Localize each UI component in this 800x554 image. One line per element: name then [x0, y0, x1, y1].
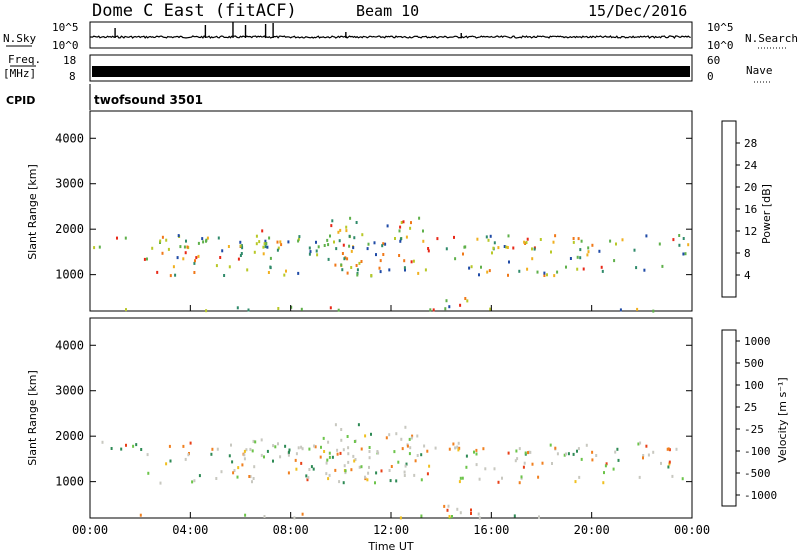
colorbar-tick-label: 4 [744, 269, 751, 282]
colorbar-tick-label: -1000 [744, 489, 777, 502]
freq-tick-top: 18 [63, 54, 76, 67]
colorbar-tick-label: 1000 [744, 335, 771, 348]
nsky-label: N.Sky [3, 32, 36, 45]
colorbar-tick-label: 12 [744, 225, 757, 238]
velocity-ylabel: Slant Range [km] [26, 370, 39, 466]
colorbar-tick-label: 16 [744, 203, 757, 216]
velocity-data-cells [101, 423, 684, 520]
xaxis-label: Time UT [367, 540, 413, 553]
radar-title: Dome C East (fitACF) [92, 1, 297, 21]
colorbar-tick-label: 100 [744, 379, 764, 392]
y-tick-label: 4000 [55, 338, 84, 352]
nave-tick-bottom: 0 [707, 70, 714, 83]
power-panel: 1000 2000 3000 4000 Slant Range [km] 4 8 12 16… [26, 110, 773, 313]
power-colorbar-label: Power [dB] [760, 184, 773, 244]
y-tick-label: 3000 [55, 384, 84, 398]
y-tick-label: 4000 [55, 131, 84, 145]
x-tick-label: 04:00 [172, 523, 208, 537]
y-tick-label: 1000 [55, 268, 84, 282]
time-axis: 00:00 04:00 08:00 12:00 16:00 20:00 00:00 [72, 305, 710, 537]
x-tick-label: 20:00 [574, 523, 610, 537]
nave-label: Nave [746, 64, 773, 77]
freq-band [92, 66, 690, 77]
y-tick-label: 1000 [55, 475, 84, 489]
colorbar-tick-label: 25 [744, 401, 757, 414]
freq-unit: [MHz] [3, 67, 36, 80]
power-colorbar: 4 8 12 16 20 24 28 [721, 120, 758, 298]
velocity-colorbar: 1000 500 100 25 -25 -100 -500 -1000 [721, 329, 777, 507]
colorbar-tick-label: 500 [744, 357, 764, 370]
x-tick-label: 08:00 [273, 523, 309, 537]
colorbar-tick-label: -25 [744, 423, 764, 436]
freq-panel: Freq. [MHz] 18 8 60 0 Nave [3, 53, 773, 83]
x-tick-label: 00:00 [72, 523, 108, 537]
colorbar-tick-label: 24 [744, 159, 758, 172]
nsearch-label: N.Search [745, 32, 798, 45]
nsky-panel: N.Sky 10^5 10^0 10^5 10^0 N.Search [3, 21, 798, 52]
freq-label: Freq. [8, 53, 41, 66]
colorbar-tick-label: -100 [744, 445, 771, 458]
y-tick-label: 2000 [55, 222, 84, 236]
x-tick-label: 00:00 [674, 523, 710, 537]
beam-label: Beam 10 [356, 2, 419, 20]
velocity-colorbar-label: Velocity [m s⁻¹] [776, 377, 789, 462]
power-data-cells [93, 216, 690, 313]
colorbar-tick-label: -500 [744, 467, 771, 480]
velocity-panel: 1000 2000 3000 4000 Slant Range [km] 1000 50… [26, 317, 789, 520]
nsearch-tick-top: 10^5 [707, 21, 734, 34]
colorbar-tick-label: 20 [744, 181, 757, 194]
colorbar-tick-label: 8 [744, 247, 751, 260]
nsearch-tick-bottom: 10^0 [707, 39, 734, 52]
nsky-tick-bottom: 10^0 [52, 39, 79, 52]
date-label: 15/Dec/2016 [588, 2, 687, 20]
power-ylabel: Slant Range [km] [26, 164, 39, 260]
cpid-value: twofsound 3501 [94, 93, 203, 107]
colorbar-tick-label: 28 [744, 137, 757, 150]
nsky-tick-top: 10^5 [52, 21, 79, 34]
x-tick-label: 12:00 [373, 523, 409, 537]
nave-tick-top: 60 [707, 54, 720, 67]
freq-tick-bottom: 8 [69, 70, 76, 83]
x-tick-label: 16:00 [473, 523, 509, 537]
cpid-label: CPID [6, 94, 35, 107]
y-tick-label: 3000 [55, 177, 84, 191]
y-tick-label: 2000 [55, 429, 84, 443]
